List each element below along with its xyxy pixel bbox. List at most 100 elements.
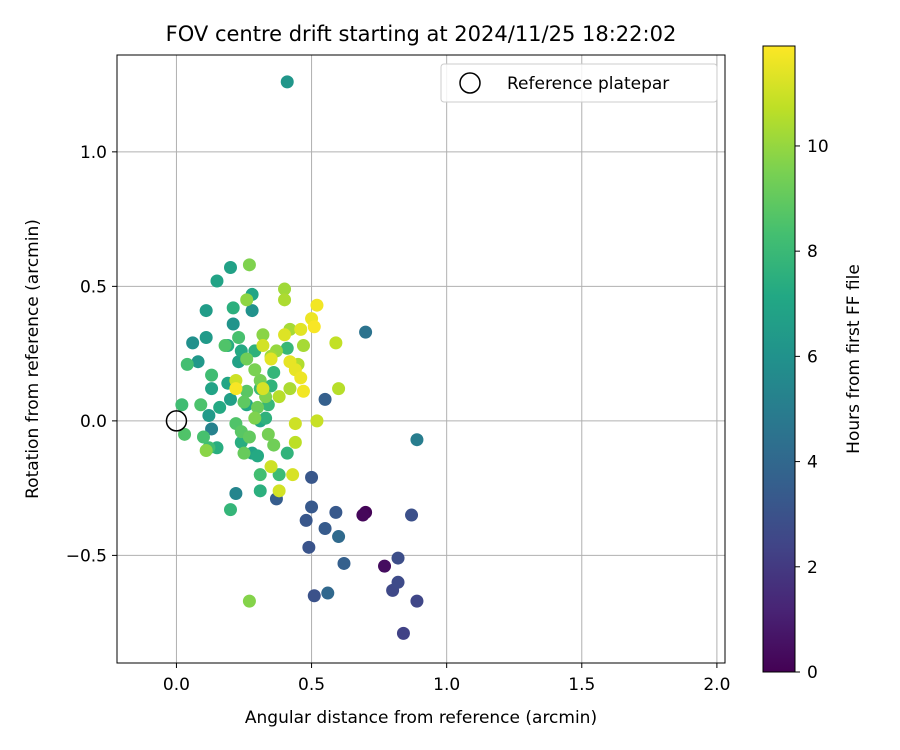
scatter-point <box>288 435 302 449</box>
scatter-point <box>229 382 243 396</box>
scatter-point <box>310 298 324 312</box>
scatter-point <box>286 468 300 482</box>
scatter-point <box>251 449 265 463</box>
scatter-point <box>305 470 319 484</box>
scatter-point <box>199 304 213 318</box>
scatter-point <box>261 427 275 441</box>
legend-box <box>440 63 718 103</box>
scatter-point <box>242 430 256 444</box>
colorbar-tick-label: 0 <box>807 663 818 683</box>
scatter-point <box>194 398 208 412</box>
scatter-point <box>280 341 294 355</box>
scatter-point <box>256 382 270 396</box>
scatter-point <box>256 328 270 342</box>
y-axis-label: Rotation from reference (arcmin) <box>23 219 43 499</box>
scatter-point <box>391 575 405 589</box>
scatter-point <box>248 363 262 377</box>
scatter-point <box>186 336 200 350</box>
scatter-point <box>329 336 343 350</box>
x-tick-label: 1.0 <box>433 675 460 695</box>
scatter-point <box>251 400 265 414</box>
scatter-point <box>240 352 254 366</box>
x-tick-label: 1.5 <box>568 675 595 695</box>
scatter-point <box>202 408 216 422</box>
x-axis-label: Angular distance from reference (arcmin) <box>245 708 597 728</box>
scatter-point <box>307 320 321 334</box>
scatter-point <box>391 551 405 565</box>
legend-marker-open-circle <box>459 72 481 94</box>
scatter-point <box>180 357 194 371</box>
scatter-point <box>302 540 316 554</box>
scatter-point <box>378 559 392 573</box>
y-axis-ticks: −0.5 0.0 0.5 1.0 <box>66 143 117 566</box>
scatter-point <box>237 395 251 409</box>
colorbar-tick-label: 8 <box>807 242 818 262</box>
y-tick-label: 0.0 <box>80 412 107 432</box>
scatter-point <box>232 330 246 344</box>
y-tick-label: −0.5 <box>66 546 107 566</box>
scatter-point <box>318 392 332 406</box>
scatter-point <box>278 328 292 342</box>
scatter-point <box>199 443 213 457</box>
scatter-point <box>405 508 419 522</box>
scatter-point <box>245 304 259 318</box>
scatter-point <box>253 484 267 498</box>
colorbar-tick-label: 4 <box>807 453 818 473</box>
x-tick-label: 0.5 <box>298 675 325 695</box>
scatter-point <box>175 398 189 412</box>
colorbar-ticks: 0 2 4 6 8 10 <box>795 137 829 683</box>
scatter-point <box>321 586 335 600</box>
plot-frame <box>116 54 726 664</box>
legend: Reference platepar <box>440 63 718 103</box>
scatter-point <box>223 261 237 275</box>
scatter-point <box>267 365 281 379</box>
scatter-point <box>288 417 302 431</box>
scatter-point <box>272 390 286 404</box>
scatter-point <box>272 468 286 482</box>
scatter-point <box>229 487 243 501</box>
scatter-point <box>305 500 319 514</box>
scatter-point <box>267 438 281 452</box>
scatter-point <box>359 325 373 339</box>
colorbar: 0 2 4 6 8 10 Hours from first FF file <box>762 45 864 683</box>
scatter-point <box>223 503 237 517</box>
scatter-point <box>259 411 273 425</box>
scatter-point <box>205 422 219 436</box>
scatter-point <box>242 258 256 272</box>
scatter-point <box>278 282 292 296</box>
scatter-point <box>278 293 292 307</box>
scatter-point <box>256 339 270 353</box>
scatter-point <box>205 368 219 382</box>
scatter-point <box>280 446 294 460</box>
scatter-point <box>264 460 278 474</box>
colorbar-tick-label: 6 <box>807 347 818 367</box>
plot-area <box>116 54 726 664</box>
colorbar-label: Hours from first FF file <box>844 264 864 454</box>
scatter-point <box>332 382 346 396</box>
y-tick-label: 0.5 <box>80 277 107 297</box>
colorbar-gradient <box>763 46 795 672</box>
scatter-point <box>253 468 267 482</box>
scatter-point <box>307 589 321 603</box>
scatter-point <box>294 371 308 385</box>
x-axis-ticks: 0.0 0.5 1.0 1.5 2.0 <box>163 663 730 695</box>
scatter-point <box>191 355 205 369</box>
scatter-point <box>242 594 256 608</box>
reference-platepar-marker <box>165 410 188 432</box>
scatter-point <box>356 508 370 522</box>
x-tick-label: 0.0 <box>163 675 190 695</box>
scatter-point <box>318 521 332 535</box>
scatter-point <box>294 322 308 336</box>
scatter-point <box>299 513 313 527</box>
colorbar-frame <box>762 45 796 673</box>
scatter-point <box>237 446 251 460</box>
scatter-point <box>205 382 219 396</box>
scatter-point <box>410 433 424 447</box>
scatter-point <box>410 594 424 608</box>
scatter-point <box>218 339 232 353</box>
y-tick-label: 1.0 <box>80 143 107 163</box>
scatter-point <box>337 556 351 570</box>
scatter-point <box>210 274 224 288</box>
